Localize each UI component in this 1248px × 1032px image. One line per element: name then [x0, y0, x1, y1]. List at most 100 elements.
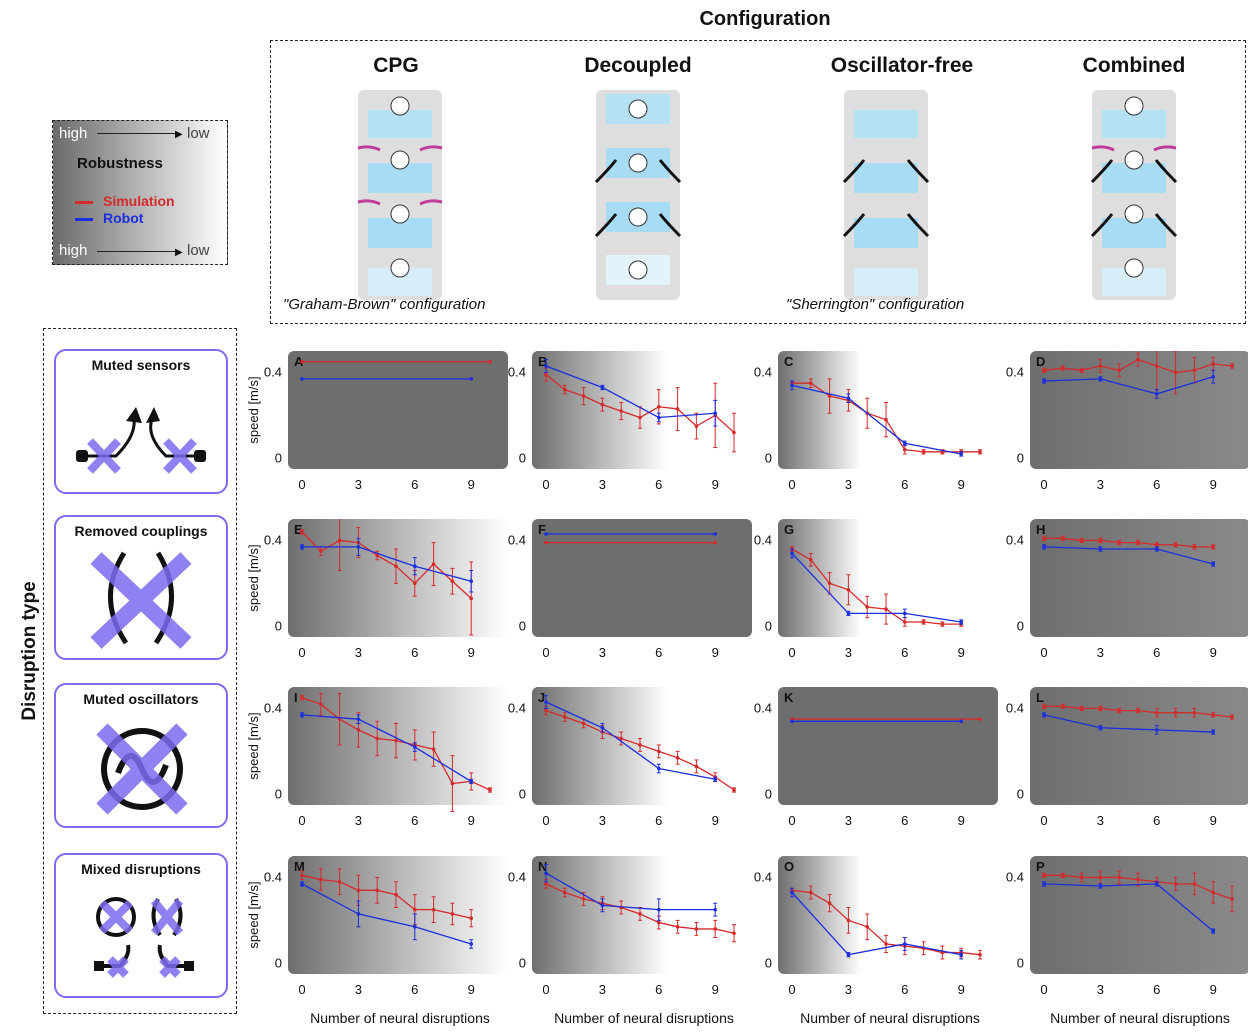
- x-tick-label: 9: [1210, 477, 1217, 492]
- simulation-point: [488, 788, 492, 792]
- x-tick-label: 3: [355, 982, 362, 997]
- chart-panel-C: C 0.4 0 0 3 6 9: [754, 351, 998, 492]
- robot-point: [1211, 374, 1215, 379]
- simulation-line: [301, 874, 472, 919]
- x-tick-label: 3: [355, 645, 362, 660]
- simulation-point: [827, 901, 832, 905]
- simulation-point: [638, 415, 642, 420]
- disruption-label: Removed couplings: [74, 523, 208, 539]
- y-tick-label: 0: [765, 450, 772, 465]
- caption-oscillator-free: "Sherrington" configuration: [786, 296, 965, 313]
- simulation-point: [732, 430, 736, 435]
- simulation-point: [1155, 364, 1159, 368]
- x-tick-label: 3: [845, 477, 852, 492]
- y-axis-label: speed [m/s]: [248, 376, 261, 443]
- legend-low-bottom: low: [187, 242, 210, 259]
- robot-line: [1043, 714, 1214, 733]
- legend-high-top: high: [59, 125, 88, 142]
- robot-point: [413, 745, 417, 749]
- x-tick-label: 3: [845, 645, 852, 660]
- simulation-point: [884, 607, 888, 611]
- robot-point: [600, 903, 605, 908]
- chart-panel-P: P 0.4 0 0 3 6 9: [1006, 856, 1248, 997]
- configuration-box: [270, 40, 1246, 324]
- chart-panel-H: H 0.4 0 0 3 6 9: [1006, 519, 1248, 660]
- simulation-point: [600, 402, 605, 407]
- x-tick-label: 9: [958, 477, 965, 492]
- y-tick-label: 0: [1017, 786, 1024, 801]
- simulation-point: [450, 781, 455, 786]
- x-tick-label: 9: [468, 645, 475, 660]
- chart-panel-E: E 0.4 0 0 3 6 9 speed [m/s]: [248, 519, 508, 660]
- xlabel-col4: Number of neural disruptions: [1050, 1010, 1230, 1026]
- y-axis-label: speed [m/s]: [248, 712, 261, 779]
- chart-panel-G: G 0.4 0 0 3 6 9: [754, 519, 998, 660]
- x-tick-label: 0: [298, 813, 305, 828]
- simulation-point: [1230, 897, 1234, 901]
- panel-letter: B: [538, 354, 547, 369]
- robot-line: [301, 714, 472, 782]
- x-tick-label: 9: [958, 645, 965, 660]
- robot-point: [1042, 713, 1046, 717]
- simulation-point: [1061, 536, 1065, 541]
- simulation-point: [544, 372, 548, 377]
- robot-point: [657, 907, 661, 912]
- robot-point: [300, 882, 304, 886]
- panel-letter: D: [1036, 354, 1045, 369]
- x-tick-label: 9: [712, 477, 719, 492]
- simulation-point: [1061, 873, 1065, 878]
- simulation-point: [1117, 875, 1121, 880]
- panel-letter: H: [1036, 522, 1045, 537]
- chart-panel-A: A 0.4 0 0 3 6 9 speed [m/s]: [248, 351, 508, 492]
- x-tick-label: 3: [355, 477, 362, 492]
- x-tick-label: 0: [788, 645, 795, 660]
- robot-point: [600, 725, 605, 730]
- y-tick-label: 0.4: [1006, 869, 1024, 884]
- robot-point: [1098, 884, 1103, 888]
- robot-point: [790, 551, 794, 556]
- robot-point: [469, 377, 473, 381]
- robot-point: [657, 415, 661, 420]
- robot-point: [356, 912, 361, 916]
- simulation-point: [638, 743, 642, 747]
- y-tick-label: 0.4: [1006, 700, 1024, 715]
- x-tick-label: 3: [1097, 813, 1104, 828]
- panel-background: [778, 519, 998, 637]
- x-tick-label: 3: [599, 982, 606, 997]
- panel-background: [778, 351, 998, 469]
- legend-high-bottom: high: [59, 242, 88, 259]
- disruption-card-muted-oscillators: Muted oscillators: [54, 683, 228, 828]
- robot-point: [469, 779, 473, 784]
- x-tick-label: 9: [1210, 813, 1217, 828]
- legend-title: Robustness: [77, 155, 163, 172]
- x-tick-label: 6: [1153, 477, 1160, 492]
- x-tick-label: 3: [845, 813, 852, 828]
- x-tick-label: 0: [542, 813, 549, 828]
- disruption-type-box: [43, 328, 237, 1014]
- simulation-point: [337, 538, 342, 543]
- panel-letter: I: [294, 690, 298, 705]
- y-tick-label: 0: [275, 955, 282, 970]
- robot-point: [959, 952, 963, 957]
- chart-panel-K: K 0.4 0 0 3 6 9: [754, 687, 998, 828]
- simulation-point: [563, 715, 567, 719]
- robot-line: [545, 872, 716, 911]
- x-tick-label: 6: [901, 813, 908, 828]
- simulation-point: [1042, 873, 1046, 878]
- y-tick-label: 0.4: [264, 869, 282, 884]
- disruption-type-title: Disruption type: [19, 581, 40, 721]
- robot-point: [1098, 377, 1103, 381]
- x-tick-label: 6: [1153, 645, 1160, 660]
- simulation-point: [319, 549, 323, 553]
- simulation-point: [846, 918, 851, 923]
- panel-letter: A: [294, 354, 304, 369]
- x-tick-label: 6: [411, 982, 418, 997]
- simulation-point: [1042, 368, 1046, 373]
- robot-point: [1155, 728, 1159, 732]
- x-tick-label: 3: [599, 813, 606, 828]
- panel-letter: L: [1036, 690, 1044, 705]
- robot-point: [544, 532, 548, 536]
- robustness-legend: high ▶ low Robustness Simulation Robot h…: [52, 120, 228, 265]
- robot-point: [1211, 929, 1215, 933]
- simulation-point: [1117, 540, 1121, 545]
